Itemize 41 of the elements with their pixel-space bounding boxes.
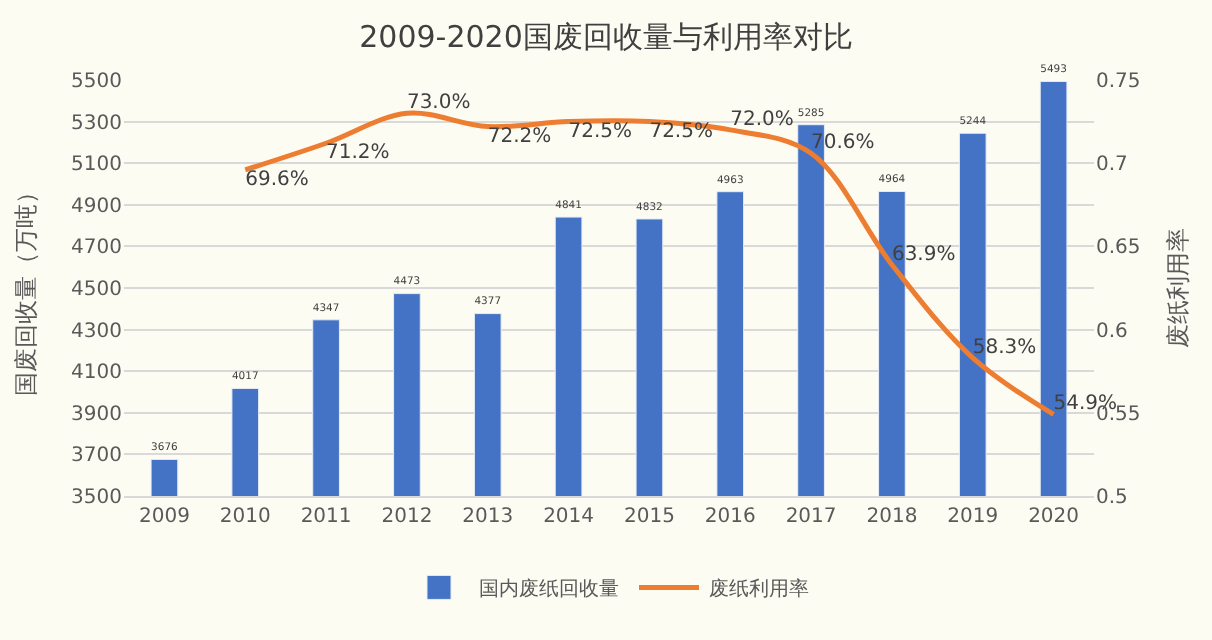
y-tick-label: 5100	[71, 154, 122, 177]
x-tick-label: 2020	[1028, 506, 1080, 528]
y2-tick-label: 0.65	[1096, 237, 1141, 260]
y2-tick-label: 0.5	[1096, 487, 1128, 509]
x-tick-label: 2010	[219, 506, 271, 528]
y-tick-label: 4700	[71, 237, 122, 260]
x-tick-label: 2015	[623, 506, 675, 528]
x-tick-label: 2018	[866, 506, 918, 528]
data-label: 72.5%	[649, 120, 713, 143]
data-label: 69.6%	[245, 168, 309, 191]
chart-title: 2009-2020国废回收量与利用率对比	[359, 18, 853, 55]
x-tick-label: 2016	[704, 506, 756, 528]
y2-tick-label: 0.7	[1096, 154, 1128, 177]
data-label: 72.0%	[730, 108, 794, 131]
x-tick-label: 2013	[462, 506, 514, 528]
data-label: 73.0%	[406, 92, 471, 115]
y2-tick-label: 0.75	[1096, 71, 1141, 93]
y2-tick-label: 0.6	[1096, 320, 1128, 343]
data-label: 71.2%	[326, 142, 390, 165]
y-tick-label: 4300	[71, 320, 122, 343]
legend-label: 国内废纸回收量	[479, 577, 619, 602]
x-tick-label: 2017	[785, 506, 837, 528]
y-axis-title: 国废回收量（万吨）	[11, 180, 40, 396]
y-tick-label: 5500	[71, 71, 122, 93]
y-tick-label: 4500	[71, 279, 122, 301]
y-tick-label: 4100	[71, 362, 122, 385]
x-tick-label: 2011	[300, 506, 352, 528]
x-tick-label: 2009	[138, 506, 190, 528]
data-label: 72.5%	[568, 120, 633, 143]
y-tick-label: 5300	[71, 112, 122, 135]
data-label: 72.2%	[487, 125, 552, 148]
y-tick-label: 3900	[71, 403, 122, 426]
y2-tick-label: 0.55	[1096, 403, 1141, 426]
y-tick-label: 3500	[71, 487, 122, 509]
y-tick-label: 3700	[71, 445, 122, 468]
x-tick-label: 2014	[543, 506, 595, 528]
legend-label: 废纸利用率	[709, 577, 809, 602]
x-tick-label: 2019	[947, 506, 999, 528]
y-tick-label: 4900	[71, 195, 122, 218]
x-tick-label: 2012	[381, 506, 433, 528]
y2-axis-title: 废纸利用率	[1164, 228, 1193, 348]
